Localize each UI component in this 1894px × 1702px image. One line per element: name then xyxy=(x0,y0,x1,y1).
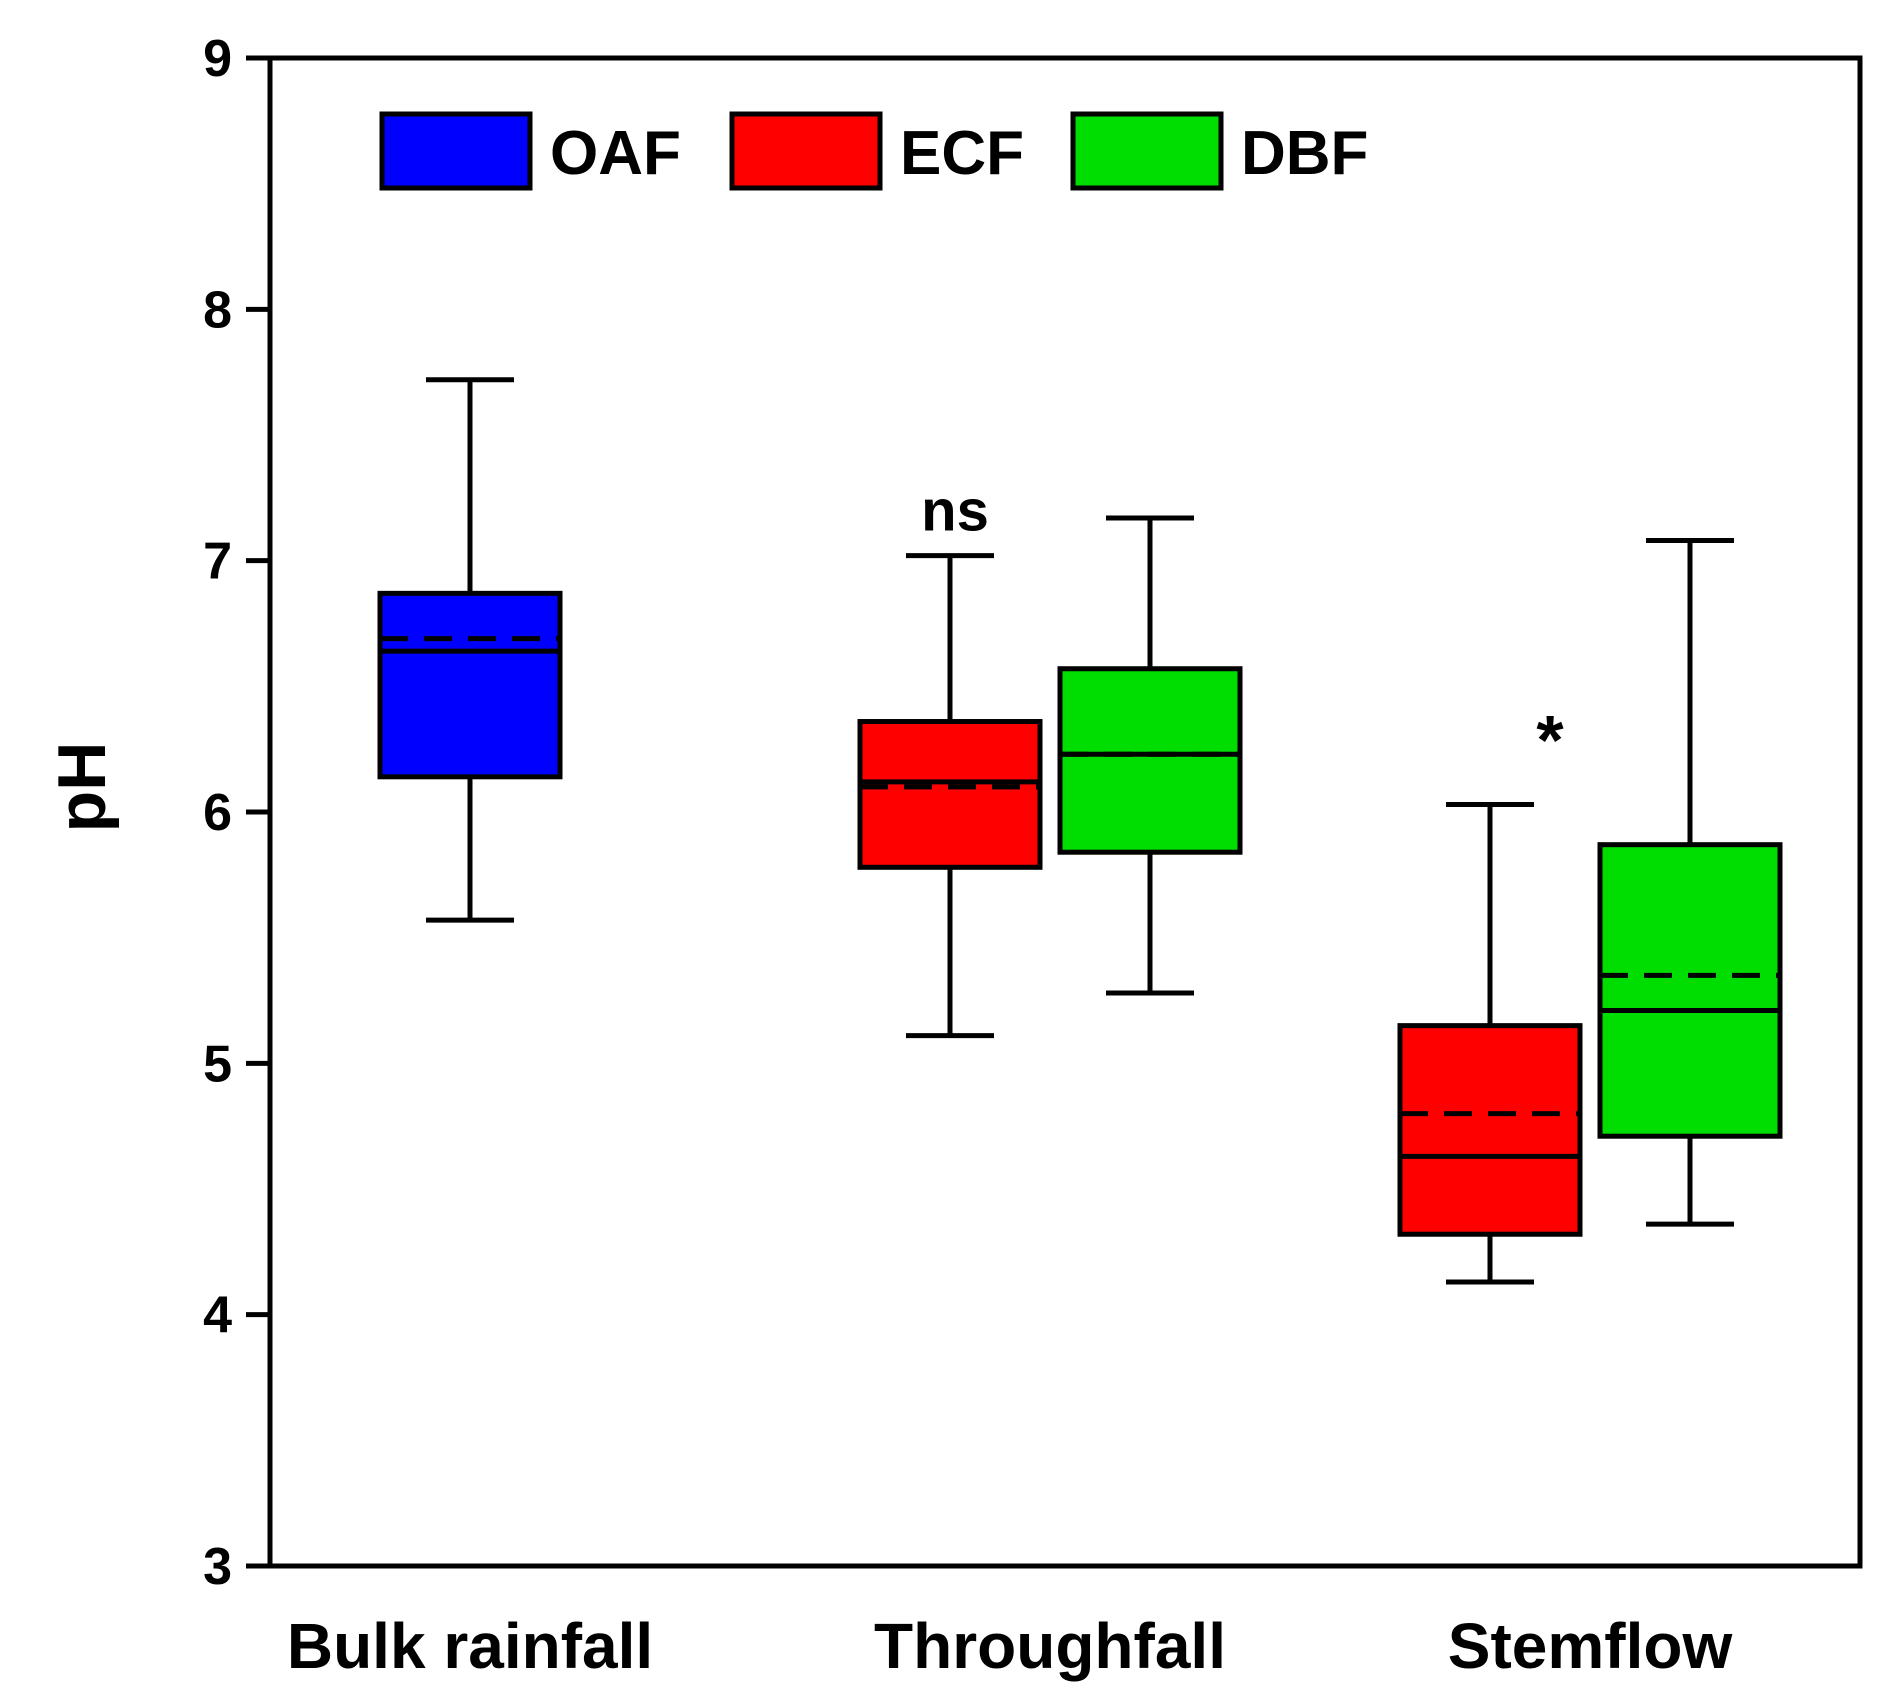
legend-label-ecf: ECF xyxy=(900,119,1024,188)
x-category-label: Bulk rainfall xyxy=(287,1610,653,1682)
y-tick-label: 4 xyxy=(203,1287,232,1345)
x-axis-labels: Bulk rainfall Throughfall Stemflow xyxy=(287,1610,1733,1682)
iqr-box xyxy=(1397,1023,1583,1237)
legend-swatch-oaf xyxy=(379,111,533,191)
y-tick-label: 8 xyxy=(203,281,232,339)
iqr-box xyxy=(377,590,563,780)
box-oaf-bulk-rainfall xyxy=(377,377,563,923)
y-tick-label: 9 xyxy=(203,30,232,88)
box-dbf-stemflow xyxy=(1597,538,1783,1227)
significance-ns: ns xyxy=(921,478,989,543)
y-axis: 3 4 5 6 7 8 9 xyxy=(203,30,270,1596)
x-category-label: Stemflow xyxy=(1448,1610,1733,1682)
annotations: ns * xyxy=(921,478,1564,779)
x-category-label: Throughfall xyxy=(874,1610,1226,1682)
box-ecf-throughfall xyxy=(857,553,1043,1039)
legend-swatch-dbf xyxy=(1070,111,1224,191)
box-plots xyxy=(377,377,1783,1285)
box-dbf-throughfall xyxy=(1057,515,1243,996)
y-tick-label: 5 xyxy=(203,1035,232,1093)
iqr-box xyxy=(1057,666,1243,855)
legend-swatch-ecf xyxy=(729,111,883,191)
y-tick-label: 6 xyxy=(203,784,232,842)
iqr-box xyxy=(857,719,1043,870)
y-tick-label: 3 xyxy=(203,1538,232,1596)
legend: OAF ECF DBF xyxy=(379,111,1368,191)
y-tick-label: 7 xyxy=(203,533,232,591)
significance-star: * xyxy=(1536,701,1564,779)
iqr-box xyxy=(1597,842,1783,1139)
legend-label-oaf: OAF xyxy=(550,119,681,188)
box-ecf-stemflow xyxy=(1397,801,1583,1285)
y-axis-title: pH xyxy=(44,742,120,833)
legend-label-dbf: DBF xyxy=(1241,119,1368,188)
